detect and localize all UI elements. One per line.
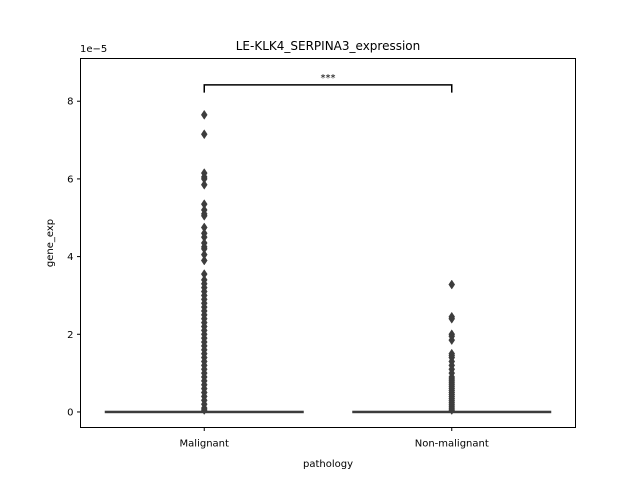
- outlier-point: [200, 179, 208, 190]
- outlier-point: [200, 255, 208, 266]
- box-group: [104, 109, 304, 415]
- y-tick-label: 2: [67, 330, 73, 341]
- y-tick-label: 4: [67, 252, 73, 263]
- y-tick-label: 0: [67, 407, 73, 418]
- x-axis-label: pathology: [303, 459, 353, 470]
- y-axis-label: gene_exp: [45, 219, 56, 267]
- box-group: [352, 279, 552, 415]
- y-offset-label: 1e−5: [80, 44, 107, 55]
- outlier-point: [448, 335, 456, 346]
- x-tick-label: Non-malignant: [415, 439, 489, 450]
- y-tick-label: 8: [67, 97, 73, 108]
- significance-bracket: [203, 84, 453, 93]
- outlier-point: [448, 279, 456, 290]
- plot-elements: ***: [104, 73, 552, 415]
- outlier-point: [448, 313, 456, 324]
- significance-stars: ***: [321, 73, 336, 84]
- outlier-point: [200, 405, 208, 415]
- plot-area-frame: [80, 58, 576, 428]
- outlier-point: [200, 109, 208, 120]
- chart-title: LE-KLK4_SERPINA3_expression: [236, 39, 421, 53]
- significance-annotation: ***: [203, 73, 453, 93]
- x-axis-ticks: Malignant Non-malignant: [180, 427, 489, 450]
- y-tick-label: 6: [67, 174, 73, 185]
- x-tick-label: Malignant: [180, 439, 229, 450]
- outlier-point: [200, 129, 208, 140]
- outlier-point: [448, 405, 456, 415]
- outlier-point: [200, 210, 208, 221]
- y-axis-ticks: 0 2 4 6 8: [67, 97, 81, 418]
